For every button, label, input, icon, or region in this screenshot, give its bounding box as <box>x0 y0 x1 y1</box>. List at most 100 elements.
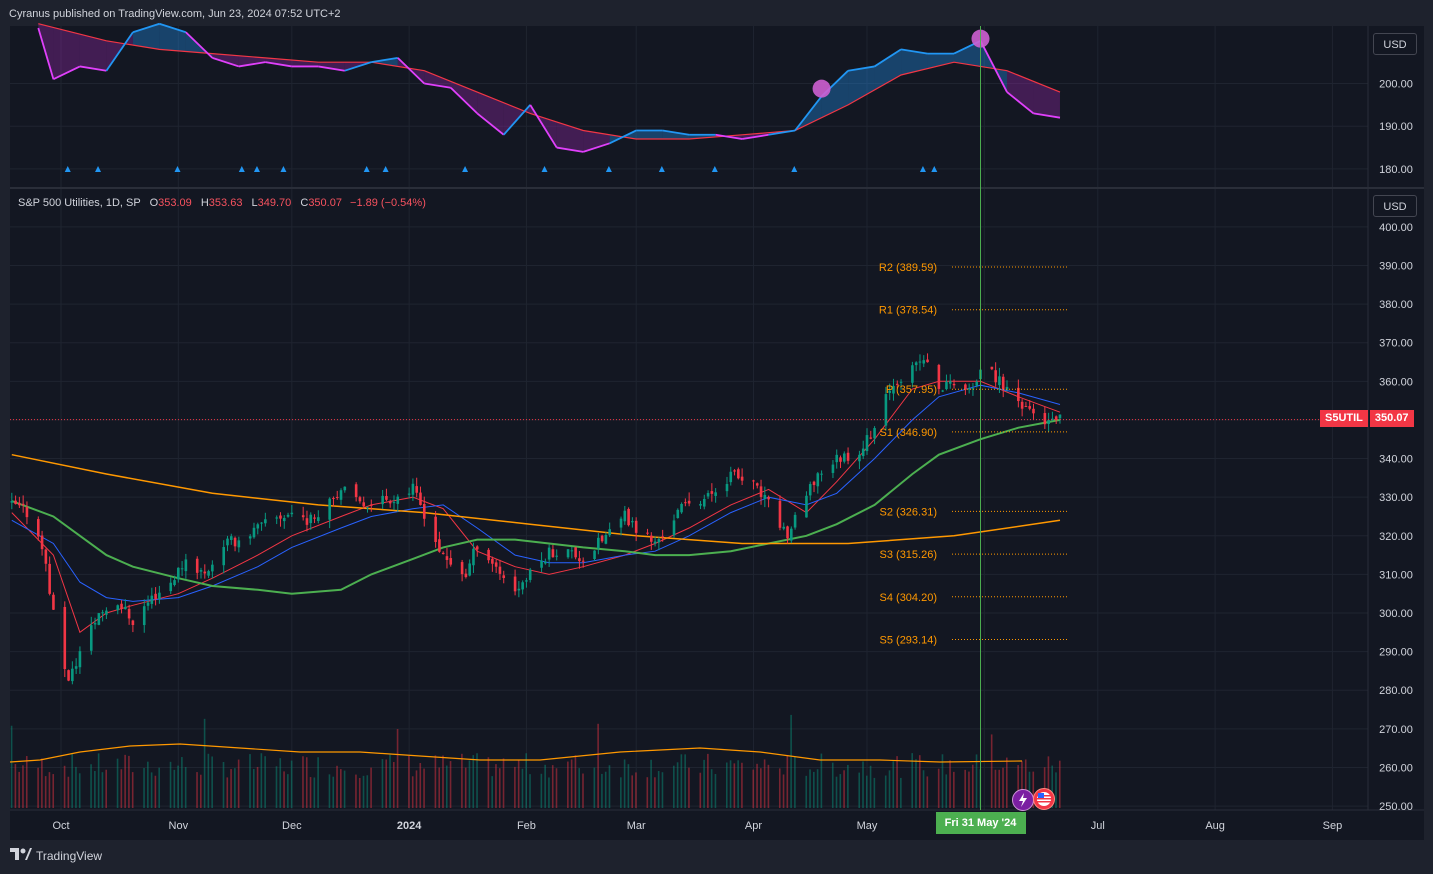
candle-body <box>808 484 812 496</box>
lightning-icon[interactable] <box>1012 789 1034 811</box>
signal-triangle <box>462 166 469 172</box>
chart-frame[interactable] <box>10 26 1424 840</box>
volume-bar <box>794 756 796 808</box>
price-tick-label: 310.00 <box>1379 569 1413 581</box>
signal-triangle <box>791 166 798 172</box>
osc-fast-segment <box>37 27 55 80</box>
candle-body <box>237 540 241 548</box>
candle-body <box>18 502 21 506</box>
candle-body <box>222 547 226 566</box>
price-tick-label: 400.00 <box>1379 222 1413 234</box>
volume-bar <box>48 772 51 808</box>
candle-body <box>566 549 570 558</box>
legend-low: 349.70 <box>257 197 292 209</box>
volume-bar <box>680 754 683 808</box>
candle-body <box>491 558 494 564</box>
candle-body <box>525 580 528 582</box>
candle-body <box>366 507 369 509</box>
volume-bar <box>67 776 70 808</box>
volume-bar <box>918 755 921 808</box>
volume-bar <box>22 765 24 808</box>
volume-bar <box>725 762 728 808</box>
candle-body <box>805 495 808 518</box>
ma-line <box>11 380 1061 634</box>
signal-triangle <box>174 166 181 172</box>
volume-bar <box>517 759 520 808</box>
candle-body <box>332 498 335 500</box>
candle-body <box>714 492 717 496</box>
volume-bar <box>971 764 974 808</box>
volume-bar <box>635 772 637 808</box>
volume-bar <box>604 771 607 808</box>
candle-body <box>1058 414 1062 419</box>
currency-button-top[interactable]: USD <box>1373 33 1417 55</box>
volume-bar <box>778 768 781 808</box>
volume-bar <box>124 754 126 808</box>
candle-body <box>737 469 740 479</box>
volume-bar <box>177 765 179 808</box>
candle-body <box>619 518 623 528</box>
candle-body <box>911 365 914 383</box>
candle-body <box>1024 406 1028 408</box>
candle-body <box>422 504 426 519</box>
volume-bar <box>707 753 709 808</box>
osc-fill <box>954 40 981 67</box>
volume-bar <box>998 769 1001 808</box>
signal-triangle <box>238 166 245 172</box>
volume-bar <box>249 754 251 808</box>
volume-bar <box>491 776 493 808</box>
candle-body <box>759 486 763 497</box>
signal-triangle <box>541 166 548 172</box>
osc-fast-segment <box>794 95 823 132</box>
currency-button-main[interactable]: USD <box>1373 195 1417 217</box>
volume-bar <box>438 767 440 808</box>
candle-body <box>842 453 846 462</box>
osc-fill <box>212 53 239 67</box>
osc-fast-segment <box>424 82 451 89</box>
volume-bar <box>44 776 47 808</box>
volume-bar <box>1017 765 1019 808</box>
candle-body <box>487 549 490 561</box>
volume-bar <box>75 766 77 808</box>
candle-body <box>623 510 627 522</box>
candle-body <box>180 568 184 570</box>
candle-body <box>684 502 687 504</box>
price-tick-label: 380.00 <box>1379 299 1413 311</box>
candle-body <box>699 503 702 506</box>
volume-bar <box>362 775 365 808</box>
osc-fast-segment <box>768 129 796 136</box>
candle-body <box>570 550 574 552</box>
legend-close: 350.07 <box>308 197 342 209</box>
candle-body <box>71 668 74 682</box>
us-flag-icon[interactable] <box>1033 788 1055 810</box>
candle-body <box>937 364 941 389</box>
candle-body <box>555 555 559 557</box>
volume-bar <box>14 763 17 808</box>
volume-bar <box>116 758 119 808</box>
candle-body <box>990 366 994 370</box>
candle-body <box>286 514 290 517</box>
volume-bar <box>831 762 834 808</box>
time-tick-label: Apr <box>745 820 762 832</box>
volume-bar <box>752 769 755 808</box>
candle-body <box>105 610 108 615</box>
volume-bar <box>173 769 176 808</box>
ma-line <box>11 453 1061 545</box>
price-tick-label: 390.00 <box>1379 260 1413 272</box>
osc-slow-line <box>38 23 1061 140</box>
candle-body <box>1051 418 1054 421</box>
signal-triangle <box>605 166 612 172</box>
legend-close-label: C <box>300 197 309 209</box>
candle-body <box>290 512 294 515</box>
osc-fill <box>530 104 557 148</box>
candle-body <box>782 526 786 529</box>
candle-body <box>763 494 767 499</box>
candle-body <box>835 454 839 463</box>
candle-body <box>672 520 676 536</box>
volume-bar <box>843 770 845 808</box>
candle-body <box>184 559 188 572</box>
volume-bar <box>487 757 490 808</box>
moving-averages <box>11 380 1061 634</box>
volume-bar <box>381 759 384 808</box>
